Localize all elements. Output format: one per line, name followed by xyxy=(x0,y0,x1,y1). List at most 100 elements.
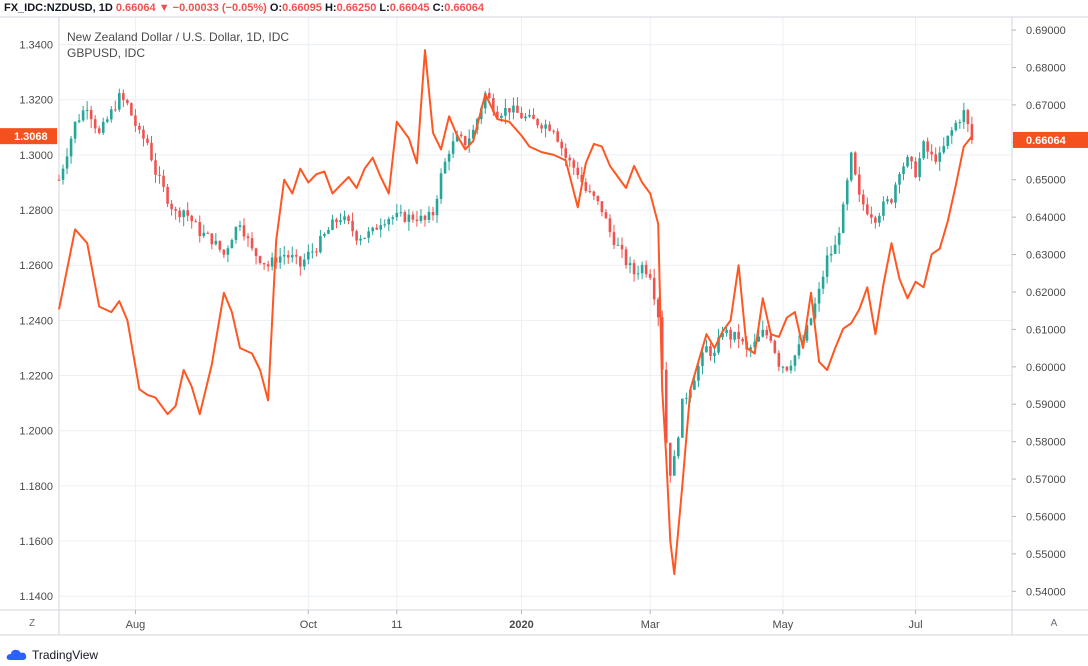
candle-body xyxy=(942,145,946,153)
close-label: C: xyxy=(432,2,445,14)
candle-body xyxy=(833,244,837,254)
candle-body xyxy=(431,211,435,216)
candle-body xyxy=(829,253,833,256)
candle-body xyxy=(962,110,966,123)
low-value: 0.66045 xyxy=(389,2,430,14)
left-tick-label: 1.3200 xyxy=(19,95,53,107)
candle-body xyxy=(664,369,668,443)
candle-body xyxy=(303,259,306,267)
candle-body xyxy=(870,214,873,218)
candle-body xyxy=(451,141,455,154)
candle-body xyxy=(114,109,117,111)
candle-body xyxy=(471,129,475,139)
candle-body xyxy=(403,212,407,222)
right-tick-label: 0.69000 xyxy=(1026,25,1066,37)
left-tick-label: 1.2800 xyxy=(19,205,53,217)
candle-body xyxy=(174,209,177,211)
candle-body xyxy=(391,217,395,219)
open-label: O: xyxy=(269,2,283,14)
candle-body xyxy=(878,215,881,223)
time-tick-label: May xyxy=(772,619,793,631)
zoom-scale-button[interactable]: Z xyxy=(28,618,36,629)
candle-body xyxy=(632,263,636,275)
candle-body xyxy=(238,225,242,227)
candle-body xyxy=(459,134,463,137)
candle-body xyxy=(817,288,821,304)
candle-body xyxy=(528,114,531,117)
candle-body xyxy=(488,92,491,99)
right-tick-label: 0.60000 xyxy=(1026,362,1066,374)
candle-body xyxy=(73,121,77,139)
candle-body xyxy=(146,138,149,143)
legend-compare-series[interactable]: GBPUSD, IDC xyxy=(67,46,146,60)
candle-body xyxy=(371,227,374,232)
down-arrow-icon: ▼ xyxy=(158,2,170,14)
candle-body xyxy=(258,256,262,263)
candle-body xyxy=(323,233,326,236)
symbol-name[interactable]: FX_IDC:NZDUSD, 1D xyxy=(4,2,113,14)
candle-body xyxy=(926,141,929,152)
candle-body xyxy=(439,173,443,199)
candle-body xyxy=(789,365,793,371)
candle-body xyxy=(697,366,700,381)
candle-body xyxy=(628,263,632,266)
candle-body xyxy=(592,191,596,196)
candle-body xyxy=(737,331,740,339)
candle-body xyxy=(612,232,616,246)
candle-body xyxy=(138,125,141,130)
candle-body xyxy=(857,174,861,195)
candle-body xyxy=(918,158,921,178)
left-tick-label: 1.2600 xyxy=(19,260,53,272)
candle-body xyxy=(540,125,543,129)
candle-body xyxy=(954,122,958,131)
candle-body xyxy=(701,352,704,367)
candle-body xyxy=(777,352,781,367)
candle-body xyxy=(902,166,905,175)
candle-body xyxy=(934,154,937,162)
candle-body xyxy=(793,355,797,366)
candle-body xyxy=(154,160,157,175)
candle-body xyxy=(785,366,789,371)
candle-body xyxy=(862,194,865,205)
candle-body xyxy=(150,142,153,161)
time-tick-label: Jul xyxy=(909,619,923,631)
candle-body xyxy=(721,333,724,338)
candle-body xyxy=(725,329,728,334)
left-tick-label: 1.2200 xyxy=(19,371,53,383)
candle-body xyxy=(162,175,165,187)
right-tick-label: 0.64000 xyxy=(1026,212,1066,224)
candle-body xyxy=(596,195,600,202)
open-value: 0.66095 xyxy=(282,2,322,14)
candle-body xyxy=(351,220,354,232)
candle-body xyxy=(142,129,145,139)
last-price-badges: 1.3068 0.66064 xyxy=(0,128,1088,148)
candle-body xyxy=(958,122,962,124)
candle-body xyxy=(504,107,507,116)
candle-body xyxy=(500,115,503,118)
candle-body xyxy=(765,329,769,336)
candle-body xyxy=(415,219,419,221)
candle-body xyxy=(681,398,684,438)
tradingview-logo[interactable]: TradingView xyxy=(6,648,98,662)
candle-body xyxy=(105,119,109,122)
candle-body xyxy=(624,249,628,266)
candle-body xyxy=(158,174,161,176)
right-tick-label: 0.55000 xyxy=(1026,549,1066,561)
left-last-value: 1.3068 xyxy=(14,131,48,143)
candle-body xyxy=(399,212,403,214)
candle-body xyxy=(809,318,813,325)
candle-body xyxy=(218,240,222,250)
legend-main-series[interactable]: New Zealand Dollar / U.S. Dollar, 1D, ID… xyxy=(67,30,290,44)
candle-body xyxy=(753,341,757,348)
candle-body xyxy=(672,456,676,476)
candle-body xyxy=(198,222,202,237)
candle-body xyxy=(544,124,547,129)
candle-body xyxy=(347,216,350,221)
candle-body xyxy=(186,210,189,216)
candle-body xyxy=(524,116,527,119)
candle-body xyxy=(882,201,885,216)
candle-body xyxy=(648,274,652,278)
auto-scale-button[interactable]: A xyxy=(1050,618,1058,629)
candle-body xyxy=(230,239,234,249)
